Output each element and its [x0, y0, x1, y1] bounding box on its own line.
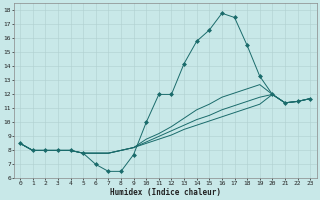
- X-axis label: Humidex (Indice chaleur): Humidex (Indice chaleur): [110, 188, 220, 197]
